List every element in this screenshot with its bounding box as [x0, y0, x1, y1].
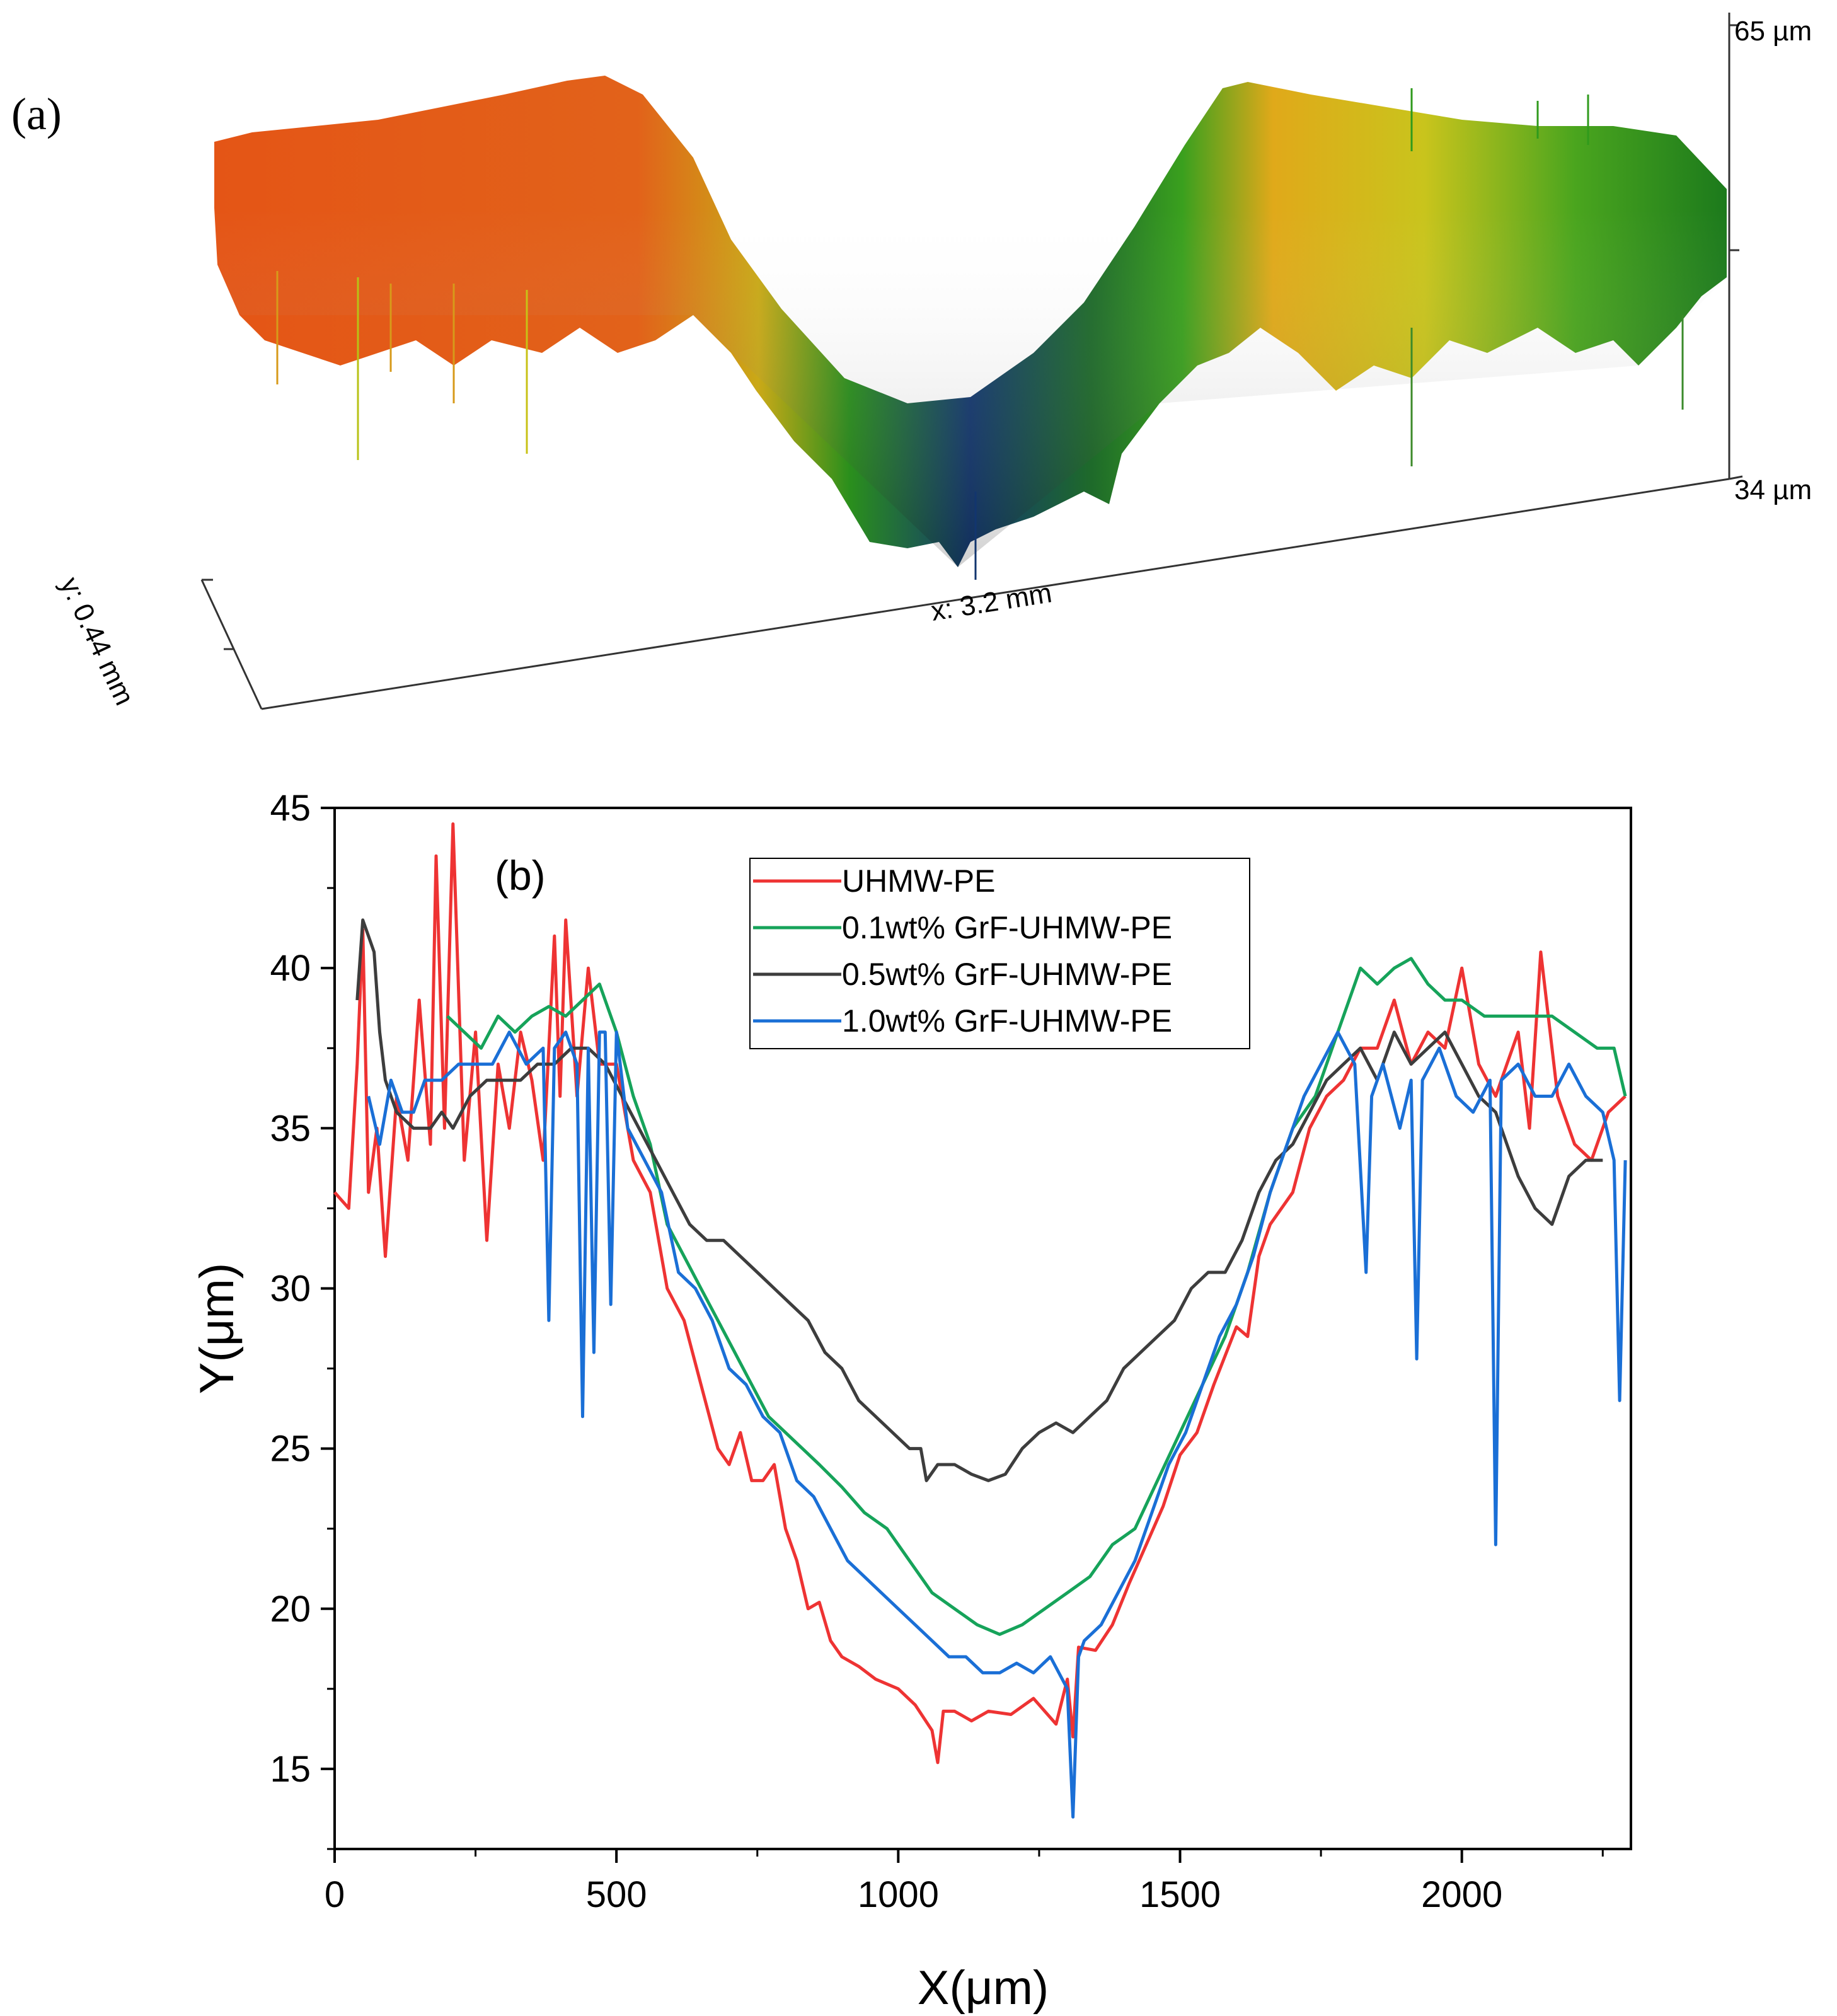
- series-line-3: [367, 1030, 1627, 1819]
- series-line-2: [355, 918, 1603, 1482]
- x-axis-3d: [261, 478, 1730, 710]
- legend-label-uhmw-pe: UHMW-PE: [842, 863, 996, 899]
- y-tick-label: 40: [270, 948, 311, 989]
- y-axis-3d-label: y: 0.44 mm: [54, 573, 140, 710]
- x-tick-label: 2000: [1421, 1874, 1502, 1915]
- y-tick-label: 45: [270, 788, 311, 829]
- legend: UHMW-PE 0.1wt% GrF-UHMW-PE 0.5wt% GrF-UH…: [749, 858, 1250, 1049]
- z-max-label: 65 µm: [1734, 16, 1812, 47]
- panel-a: (a) 65 µm 34: [11, 13, 1812, 710]
- surface-shading: [214, 208, 1727, 567]
- x-tick-label: 500: [586, 1874, 647, 1915]
- y-tick-label: 20: [270, 1589, 311, 1630]
- y-tick-label: 25: [270, 1429, 311, 1470]
- z-min-label: 34 µm: [1734, 475, 1812, 505]
- x-tick-label: 0: [325, 1874, 345, 1915]
- y-tick-label: 35: [270, 1108, 311, 1149]
- legend-label-0.1wt: 0.1wt% GrF-UHMW-PE: [842, 910, 1172, 945]
- panel-a-label: (a): [11, 89, 62, 139]
- x-tick-label: 1500: [1139, 1874, 1221, 1915]
- axes-3d: [200, 13, 1743, 710]
- surface-spikes: [276, 88, 1684, 580]
- legend-label-1.0wt: 1.0wt% GrF-UHMW-PE: [842, 1003, 1172, 1039]
- legend-label-0.5wt: 0.5wt% GrF-UHMW-PE: [842, 957, 1172, 992]
- panel-b: 0 500 1000 1500 2000 15 20 25 30 35 40 45 (b) UHMW-…: [190, 788, 1632, 2015]
- axis-ticks: 0 500 1000 1500 2000 15 20 25 30 35 40 45: [270, 788, 1604, 1915]
- legend-box: [749, 858, 1250, 1049]
- y-axis-3d: [200, 579, 263, 710]
- surface-3d: [214, 76, 1727, 567]
- y-tick-label: 15: [270, 1749, 311, 1790]
- series-line-0: [333, 822, 1627, 1765]
- x-axis-title: X(μm): [918, 1961, 1049, 2015]
- y-axis-title: Y(μm): [190, 1263, 244, 1394]
- x-tick-label: 1000: [858, 1874, 939, 1915]
- panel-b-label: (b): [495, 852, 546, 899]
- y-tick-label: 30: [270, 1268, 311, 1309]
- series-lines: [333, 822, 1627, 1819]
- x-axis-3d-label: x: 3.2 mm: [929, 577, 1054, 627]
